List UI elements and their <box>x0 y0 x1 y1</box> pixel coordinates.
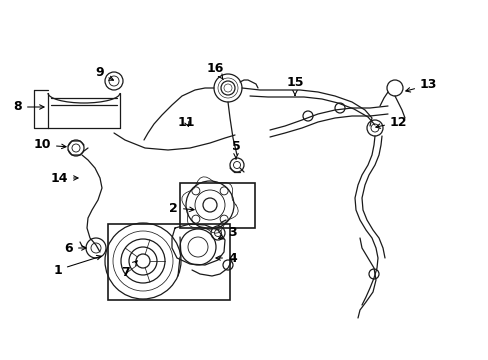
Text: 9: 9 <box>95 67 113 80</box>
Text: 7: 7 <box>122 261 137 279</box>
Text: 2: 2 <box>169 202 194 215</box>
Text: 5: 5 <box>231 140 240 159</box>
Text: 3: 3 <box>218 226 236 239</box>
Text: 12: 12 <box>375 116 407 129</box>
Text: 8: 8 <box>13 100 44 113</box>
Text: 10: 10 <box>34 139 66 152</box>
Text: 6: 6 <box>64 242 86 255</box>
Bar <box>180 183 254 228</box>
Bar <box>108 224 229 300</box>
Text: 14: 14 <box>50 171 78 184</box>
Text: 13: 13 <box>405 78 436 92</box>
Text: 11: 11 <box>178 116 195 129</box>
Text: 4: 4 <box>216 252 236 265</box>
Text: 15: 15 <box>285 77 303 95</box>
Text: 16: 16 <box>206 62 223 80</box>
Text: 1: 1 <box>53 255 101 276</box>
